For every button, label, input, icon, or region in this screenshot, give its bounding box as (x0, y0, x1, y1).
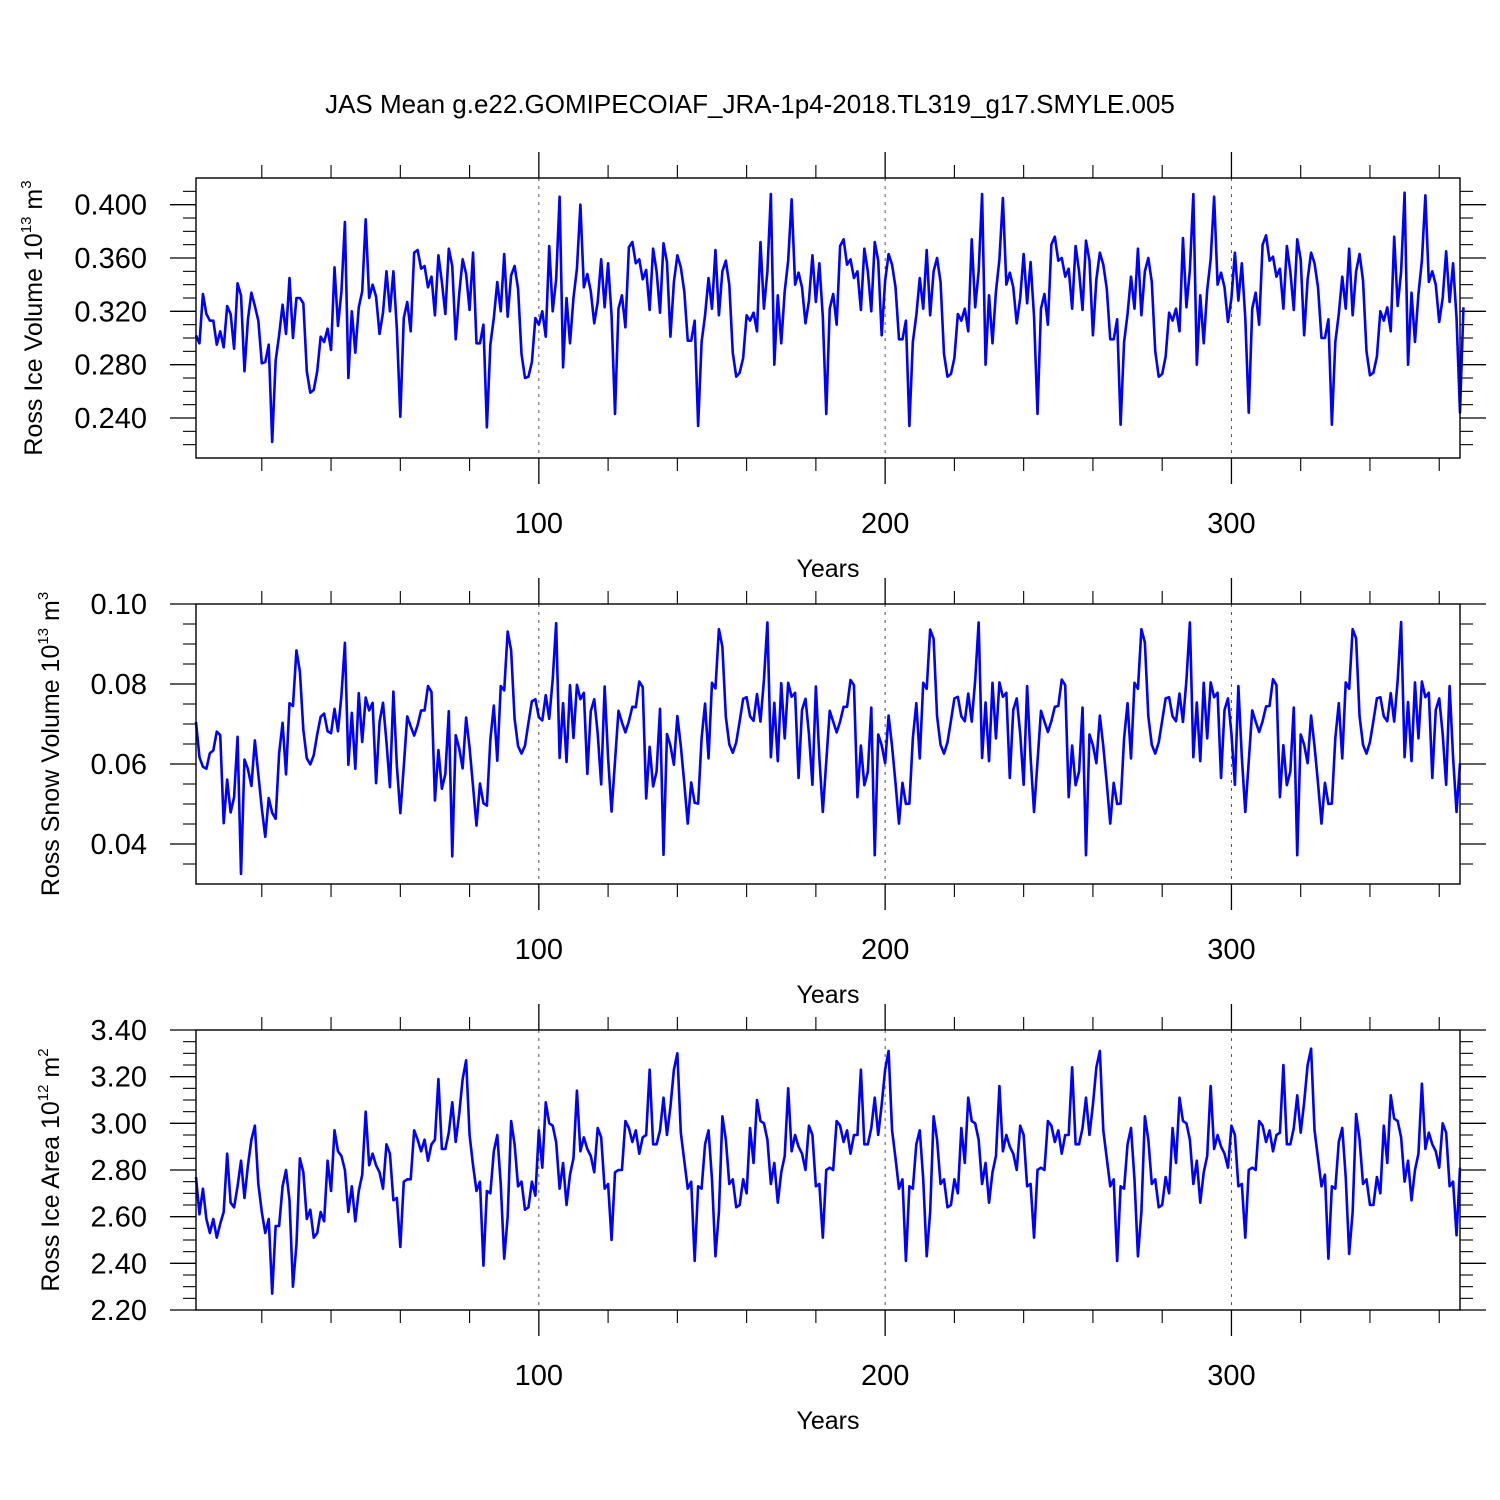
x-axis-title: Years (796, 981, 859, 1009)
y-tick-label: 0.280 (74, 350, 147, 382)
y-tick-label: 3.40 (91, 1015, 147, 1047)
panel-snow-volume: 0.04 0.06 0.08 0.10 100 200 300 Years Ross Sn… (35, 578, 1486, 1009)
y-tick-label: 3.00 (91, 1108, 147, 1140)
y-tick-label: 0.08 (91, 669, 147, 701)
snow-volume-series-line (194, 620, 1462, 876)
y-axis-title-unit-exponent: 2 (35, 1048, 52, 1056)
major-ticks (170, 152, 1486, 484)
ice-area-series-line (194, 1047, 1462, 1295)
minor-ticks (183, 165, 1473, 471)
y-axis-title: Ross Snow Volume 1013 m3 (35, 592, 65, 896)
x-tick-label: 200 (861, 508, 909, 540)
grid-lines (538, 178, 1232, 458)
y-tick-label: 0.320 (74, 296, 147, 328)
y-axis-title-exponent: 13 (18, 217, 35, 234)
x-tick-label: 200 (861, 1360, 909, 1392)
y-tick-label: 0.360 (74, 243, 147, 275)
plot-frame (195, 177, 1461, 459)
y-axis-title-main: Ross Ice Area 10 (37, 1101, 65, 1291)
y-tick-labels: 0.04 0.06 0.08 0.10 (91, 589, 147, 861)
y-tick-label: 2.40 (91, 1248, 147, 1280)
x-tick-labels: 100 200 300 (515, 934, 1256, 966)
y-tick-label: 0.04 (91, 829, 147, 861)
y-axis-title-unit: m (20, 189, 48, 217)
figure-title: JAS Mean g.e22.GOMIPECOIAF_JRA-1p4-2018.… (325, 89, 1175, 119)
x-axis-title: Years (796, 555, 859, 583)
y-tick-label: 0.06 (91, 749, 147, 781)
y-axis-title-main: Ross Snow Volume 10 (37, 645, 65, 897)
y-tick-label: 0.240 (74, 403, 147, 435)
y-axis-title-main: Ross Ice Volume 10 (20, 233, 48, 455)
plot-frame (195, 1029, 1461, 1311)
y-axis-title-unit-exponent: 3 (18, 180, 35, 188)
y-tick-label: 2.60 (91, 1202, 147, 1234)
panel-ice-area: 2.20 2.40 2.60 2.80 3.00 3.20 3.40 100 200 300 Y… (35, 1004, 1486, 1435)
grid-lines (538, 604, 1232, 884)
y-tick-label: 2.20 (91, 1295, 147, 1327)
y-tick-label: 0.400 (74, 190, 147, 222)
x-tick-labels: 100 200 300 (515, 508, 1256, 540)
y-axis-title-unit: m (37, 1057, 65, 1085)
y-tick-label: 2.80 (91, 1155, 147, 1187)
y-tick-label: 3.20 (91, 1062, 147, 1094)
y-axis-title-unit: m (37, 600, 65, 628)
y-tick-labels: 2.20 2.40 2.60 2.80 3.00 3.20 3.40 (91, 1015, 147, 1327)
x-tick-label: 100 (515, 1360, 563, 1392)
major-ticks (170, 578, 1486, 910)
y-tick-labels: 0.240 0.280 0.320 0.360 0.400 (74, 190, 147, 435)
major-ticks (170, 1004, 1486, 1336)
plot-frame (195, 603, 1461, 885)
panel-ice-volume: 0.240 0.280 0.320 0.360 0.400 100 200 300 Year… (18, 152, 1486, 583)
y-axis-title-exponent: 12 (35, 1085, 52, 1102)
x-tick-label: 300 (1207, 508, 1255, 540)
y-tick-label: 0.10 (91, 589, 147, 621)
x-tick-labels: 100 200 300 (515, 1360, 1256, 1392)
y-axis-title-unit-exponent: 3 (35, 592, 52, 600)
x-tick-label: 300 (1207, 1360, 1255, 1392)
x-tick-label: 200 (861, 934, 909, 966)
x-tick-label: 100 (515, 508, 563, 540)
y-axis-title: Ross Ice Volume 1013 m3 (18, 180, 48, 455)
y-axis-title-exponent: 13 (35, 628, 52, 645)
ice-volume-series-line (194, 191, 1465, 444)
x-tick-label: 300 (1207, 934, 1255, 966)
minor-ticks (183, 1017, 1473, 1323)
x-tick-label: 100 (515, 934, 563, 966)
minor-ticks (183, 591, 1473, 897)
x-axis-title: Years (796, 1407, 859, 1435)
grid-lines (538, 1030, 1232, 1310)
y-axis-title: Ross Ice Area 1012 m2 (35, 1048, 65, 1291)
